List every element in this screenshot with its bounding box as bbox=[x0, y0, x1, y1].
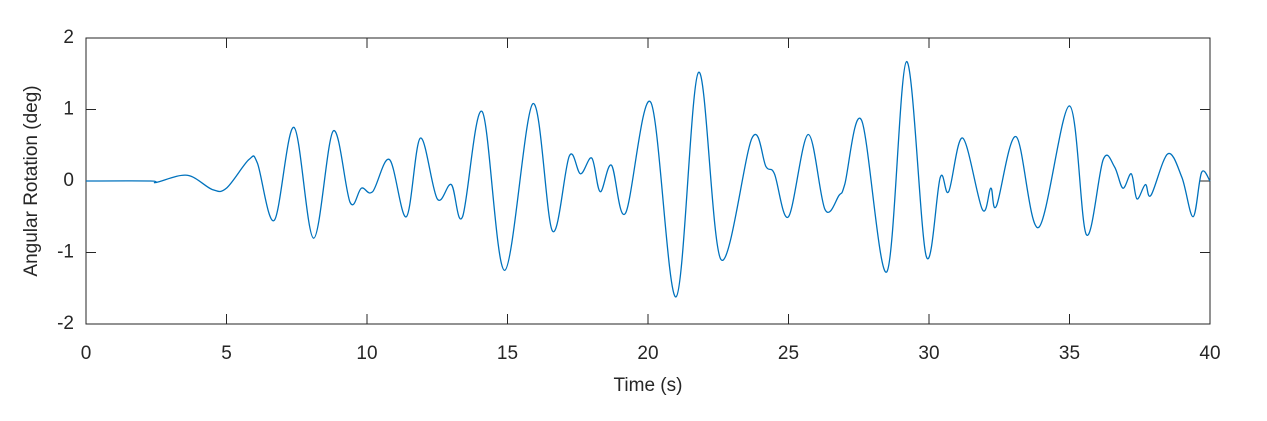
y-tick-label: -1 bbox=[57, 242, 74, 263]
y-axis-label: Angular Rotation (deg) bbox=[21, 85, 42, 276]
x-tick-label: 15 bbox=[497, 343, 518, 364]
x-axis-label: Time (s) bbox=[614, 375, 683, 396]
x-tick-label: 35 bbox=[1059, 343, 1080, 364]
x-tick-label: 30 bbox=[918, 343, 939, 364]
y-tick-label: 1 bbox=[63, 99, 74, 120]
data-line bbox=[85, 60, 1211, 298]
x-tick-label: 40 bbox=[1199, 343, 1220, 364]
x-tick-label: 25 bbox=[778, 343, 799, 364]
x-tick-label: 20 bbox=[637, 343, 658, 364]
x-tick-label: 10 bbox=[356, 343, 377, 364]
x-tick-label: 0 bbox=[81, 343, 92, 364]
y-tick-label: 2 bbox=[63, 27, 74, 48]
plot-box bbox=[85, 37, 1211, 325]
y-tick-label: -2 bbox=[57, 313, 74, 334]
y-tick-label: 0 bbox=[63, 170, 74, 191]
x-tick-label: 5 bbox=[221, 343, 232, 364]
